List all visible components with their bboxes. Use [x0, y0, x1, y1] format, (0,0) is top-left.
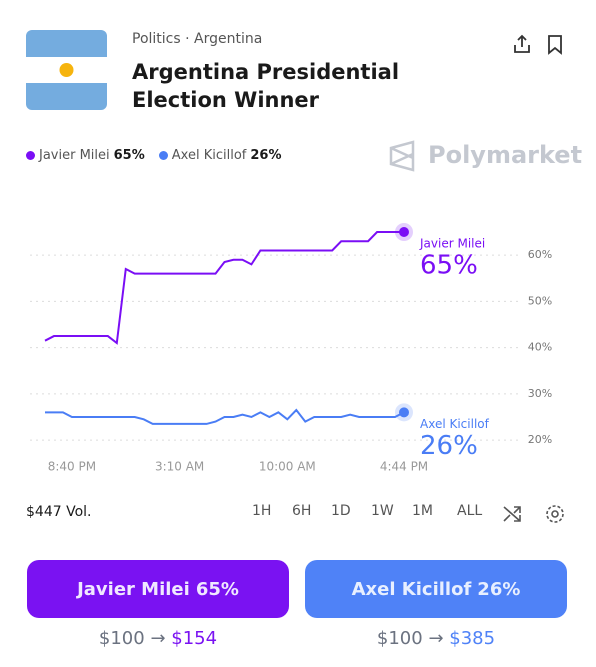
- legend-dot: [158, 151, 168, 160]
- button-name: Axel Kicillof: [351, 578, 472, 600]
- payout-value: $154: [171, 628, 218, 649]
- series-line: [44, 230, 404, 345]
- brand-logo: [389, 140, 415, 172]
- payout: $100 → $385: [305, 628, 567, 649]
- payout: $100 → $154: [27, 628, 289, 649]
- button-value: 26%: [477, 578, 521, 600]
- legend: Javier Milei 65% Axel Kicillof 26%: [26, 148, 281, 163]
- arrow: →: [428, 628, 444, 649]
- button-name: Javier Milei: [77, 578, 190, 600]
- range-option[interactable]: 1H: [252, 503, 272, 519]
- tool-icons[interactable]: [502, 503, 572, 525]
- buy-button[interactable]: Javier Milei 65%: [27, 560, 289, 618]
- series-line: [45, 408, 405, 425]
- market-title: Argentina Presidential Election Winner: [132, 60, 400, 112]
- header-icons[interactable]: [512, 33, 572, 55]
- end-point: [399, 407, 409, 418]
- stake: $100: [98, 628, 145, 649]
- y-tick-label: 20%: [528, 433, 552, 446]
- y-tick-label: 40%: [528, 341, 552, 354]
- legend-value: 26%: [250, 148, 282, 163]
- arrow: →: [150, 628, 166, 649]
- end-value: 65%: [420, 250, 478, 280]
- volume: $447 Vol.: [26, 504, 92, 520]
- y-tick-label: 50%: [528, 294, 552, 307]
- range-option[interactable]: 1M: [412, 503, 433, 519]
- category: Politics · Argentina: [132, 31, 263, 47]
- legend-name: Javier Milei: [39, 148, 110, 163]
- end-point: [399, 226, 409, 237]
- stake: $100: [376, 628, 423, 649]
- legend-dot: [26, 151, 35, 160]
- brand: Polymarket: [428, 141, 583, 169]
- range-option[interactable]: 1D: [331, 503, 351, 519]
- legend-name: Axel Kicillof: [171, 148, 247, 163]
- flag: [26, 30, 107, 110]
- range-option[interactable]: 6H: [292, 503, 312, 519]
- payout-value: $385: [449, 628, 496, 649]
- buy-button[interactable]: Axel Kicillof 26%: [305, 560, 567, 618]
- x-tick-label: 10:00 AM: [259, 460, 316, 474]
- button-value: 65%: [195, 578, 239, 600]
- end-name: Javier Milei: [419, 236, 485, 250]
- range-option[interactable]: 1W: [371, 503, 394, 519]
- x-tick-label: 8:40 PM: [48, 460, 96, 474]
- x-tick-label: 4:44 PM: [380, 460, 428, 474]
- range-option[interactable]: ALL: [457, 503, 483, 519]
- y-tick-label: 60%: [528, 248, 552, 261]
- legend-value: 65%: [113, 148, 145, 163]
- y-tick-label: 30%: [528, 387, 552, 400]
- end-name: Axel Kicillof: [420, 417, 490, 431]
- end-value: 26%: [420, 431, 478, 461]
- x-tick-label: 3:10 AM: [155, 460, 204, 474]
